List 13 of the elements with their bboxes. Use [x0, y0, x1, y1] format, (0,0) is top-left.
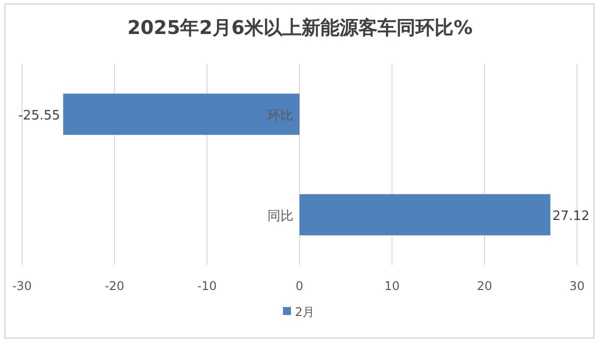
data-label: -25.55 [18, 108, 60, 124]
data-label: 27.12 [552, 208, 590, 224]
x-tick-label: -30 [12, 279, 32, 293]
x-tick-label: 0 [296, 279, 304, 293]
x-tick-label: 10 [384, 279, 400, 293]
chart-title: 2025年2月6米以上新能源客车同环比% [127, 17, 473, 39]
x-tick-label: -10 [197, 279, 217, 293]
x-tick-label: 30 [569, 279, 585, 293]
y-tick-label: 环比 [268, 108, 294, 124]
y-tick-label: 同比 [268, 208, 294, 224]
x-tick-label: -20 [104, 279, 124, 293]
legend-label: 2月 [295, 305, 315, 319]
x-tick-label: 20 [476, 279, 492, 293]
